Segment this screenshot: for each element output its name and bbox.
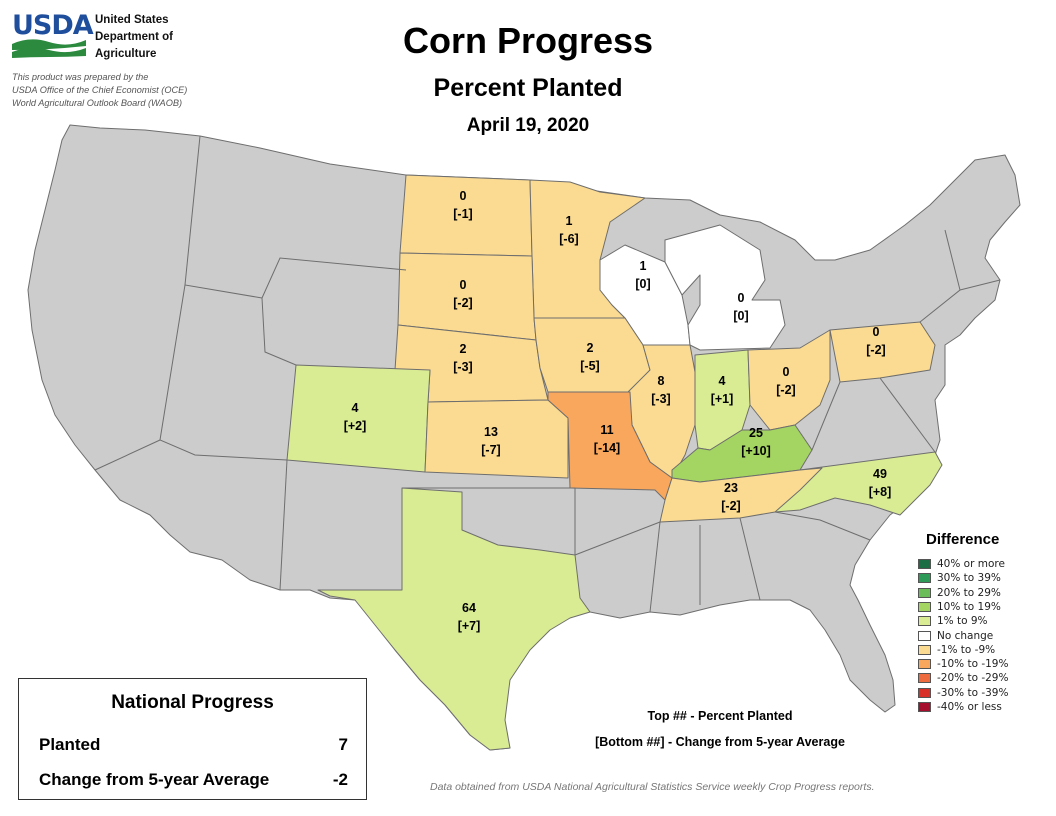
state-kansas bbox=[424, 399, 569, 479]
state-iowa bbox=[533, 317, 651, 393]
state-change-label: [+7] bbox=[458, 619, 481, 633]
state-change-label: [+10] bbox=[741, 444, 771, 458]
state-texas bbox=[317, 487, 591, 751]
agency-line: Department of bbox=[95, 31, 173, 43]
legend-label: 30% to 39% bbox=[937, 572, 1001, 585]
credit-line: This product was prepared by the bbox=[12, 72, 149, 82]
legend-item: -20% to -29% bbox=[918, 671, 1008, 685]
state-change-label: [-7] bbox=[481, 443, 500, 457]
state-planted-label: 0 bbox=[460, 189, 467, 203]
state-planted-label: 0 bbox=[873, 325, 880, 339]
state-change-label: [+8] bbox=[869, 485, 892, 499]
legend-swatch bbox=[918, 673, 931, 684]
state-planted-label: 4 bbox=[719, 374, 726, 388]
legend-label: -20% to -29% bbox=[937, 672, 1009, 685]
state-planted-label: 11 bbox=[600, 423, 613, 437]
legend-title: Difference bbox=[926, 531, 1000, 548]
map-subtitle: Percent Planted bbox=[433, 74, 623, 102]
legend-label: 1% to 9% bbox=[937, 615, 988, 628]
state-planted-label: 4 bbox=[352, 401, 359, 415]
legend-swatch bbox=[918, 616, 931, 627]
state-planted-label: 0 bbox=[460, 278, 467, 292]
state-planted-label: 1 bbox=[640, 259, 647, 273]
state-change-label: [-2] bbox=[776, 383, 795, 397]
legend-label: -1% to -9% bbox=[937, 643, 996, 656]
state-change-label: [0] bbox=[635, 277, 650, 291]
credit-line: USDA Office of the Chief Economist (OCE) bbox=[12, 85, 188, 95]
state-planted-label: 0 bbox=[738, 291, 745, 305]
state-change-label: [-3] bbox=[453, 360, 472, 374]
state-change-label: [-5] bbox=[580, 359, 599, 373]
state-change-label: [+2] bbox=[344, 419, 367, 433]
legend-label: 40% or more bbox=[937, 558, 1005, 570]
usda-logo: USDA bbox=[12, 10, 94, 41]
state-change-label: [-2] bbox=[721, 499, 740, 513]
state-planted-label: 2 bbox=[587, 341, 594, 355]
state-change-label: [-3] bbox=[651, 392, 670, 406]
key-top-line: Top ## - Percent Planted bbox=[647, 709, 793, 723]
source-note: Data obtained from USDA National Agricul… bbox=[430, 781, 875, 793]
map-title: Corn Progress bbox=[402, 20, 654, 61]
legend-swatch bbox=[918, 601, 931, 612]
planted-value: 7 bbox=[338, 735, 348, 754]
map-date: April 19, 2020 bbox=[466, 115, 590, 136]
legend-item: 1% to 9% bbox=[918, 614, 988, 628]
state-planted-label: 23 bbox=[724, 481, 738, 495]
agency-line: Agriculture bbox=[95, 48, 157, 60]
state-planted-label: 2 bbox=[460, 342, 467, 356]
legend-swatch bbox=[918, 587, 931, 598]
state-tennessee bbox=[659, 467, 823, 523]
legend-swatch bbox=[918, 702, 931, 712]
state-change-label: [-14] bbox=[594, 441, 620, 455]
legend-item: -40% or less bbox=[918, 700, 1002, 714]
legend-swatch bbox=[918, 559, 931, 569]
state-planted-label: 25 bbox=[749, 426, 763, 440]
state-planted-label: 1 bbox=[566, 214, 573, 228]
legend-label: 10% to 19% bbox=[937, 600, 1001, 613]
legend-swatch bbox=[918, 644, 931, 655]
legend-item: -10% to -19% bbox=[918, 657, 1008, 671]
national-progress-panel: National Progress Planted 7 Change from … bbox=[18, 678, 367, 800]
state-michigan bbox=[664, 224, 786, 351]
legend-item: -30% to -39% bbox=[918, 686, 1008, 700]
legend-swatch bbox=[918, 573, 931, 584]
change-label: Change from 5-year Average bbox=[39, 770, 270, 789]
legend-item: 30% to 39% bbox=[918, 571, 1001, 585]
key-bottom-line: [Bottom ##] - Change from 5-year Average bbox=[595, 735, 845, 749]
state-north-carolina bbox=[774, 451, 943, 516]
state-ohio bbox=[747, 329, 831, 431]
planted-label: Planted bbox=[39, 735, 101, 754]
legend-label: 20% to 29% bbox=[937, 586, 1001, 599]
legend-item: 10% to 19% bbox=[918, 600, 1001, 614]
state-planted-label: 64 bbox=[462, 601, 476, 615]
national-progress-title: National Progress bbox=[111, 692, 274, 713]
legend-swatch bbox=[918, 687, 931, 698]
credit-line: World Agricultural Outlook Board (WAOB) bbox=[12, 98, 183, 108]
state-change-label: [-1] bbox=[453, 207, 472, 221]
legend-item: No change bbox=[918, 629, 993, 643]
legend-swatch bbox=[918, 630, 931, 641]
legend-item: 20% to 29% bbox=[918, 586, 1001, 600]
change-value: -2 bbox=[332, 770, 348, 789]
legend-item: -1% to -9% bbox=[918, 643, 995, 657]
legend-label: -10% to -19% bbox=[937, 658, 1009, 671]
legend-label: -30% to -39% bbox=[937, 686, 1009, 699]
legend-item: 40% or more bbox=[918, 557, 1005, 571]
state-change-label: [-6] bbox=[559, 232, 578, 246]
legend-swatch bbox=[918, 659, 931, 670]
state-borders bbox=[94, 135, 1001, 613]
state-planted-label: 8 bbox=[658, 374, 665, 388]
usda-logo-waves-icon bbox=[12, 39, 86, 58]
legend-label: No change bbox=[937, 629, 994, 642]
state-change-label: [-2] bbox=[453, 296, 472, 310]
state-change-label: [-2] bbox=[866, 343, 885, 357]
legend-label: -40% or less bbox=[937, 701, 1002, 713]
state-change-label: [0] bbox=[733, 309, 748, 323]
state-change-label: [+1] bbox=[711, 392, 734, 406]
state-planted-label: 0 bbox=[783, 365, 790, 379]
state-planted-label: 49 bbox=[873, 467, 887, 481]
agency-line: United States bbox=[95, 14, 169, 26]
state-planted-label: 13 bbox=[484, 425, 498, 439]
